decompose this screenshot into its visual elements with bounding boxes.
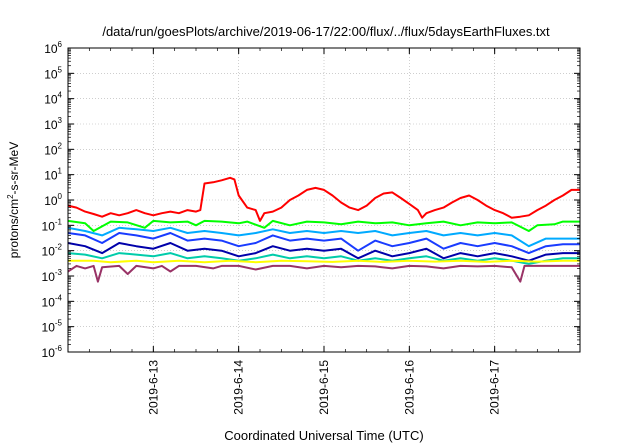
y-tick-label: 102 <box>44 141 62 157</box>
y-tick-label: 104 <box>44 91 62 107</box>
x-tick-label: 2019-6-13 <box>146 360 160 415</box>
series-line <box>67 252 580 265</box>
series-line <box>67 232 580 255</box>
y-tick-label: 103 <box>44 116 62 132</box>
y-tick-label: 100 <box>44 192 62 208</box>
series-line <box>68 259 580 264</box>
y-tick-label: 10-4 <box>42 293 63 309</box>
y-tick-label: 10-6 <box>42 344 63 360</box>
y-tick-label: 10-3 <box>42 268 63 284</box>
y-tick-label: 10-2 <box>42 243 63 259</box>
grid-lines <box>68 48 580 352</box>
y-tick-label: 101 <box>44 167 62 183</box>
y-tick-label: 105 <box>44 65 62 81</box>
y-axis-label-pre: protons/cm <box>7 199 21 258</box>
x-tick-label: 2019-6-17 <box>488 360 502 415</box>
series-line <box>67 242 580 262</box>
series-line <box>67 176 580 222</box>
series-line <box>67 264 580 283</box>
y-tick-label: 106 <box>44 40 62 56</box>
x-tick-label: 2019-6-14 <box>232 360 246 415</box>
y-axis-label: protons/cm2-s-sr-MeV <box>6 142 21 258</box>
y-tick-label: 10-1 <box>42 217 63 233</box>
series-line <box>67 219 580 232</box>
series-line <box>67 226 580 248</box>
x-tick-label: 2019-6-15 <box>317 360 331 415</box>
x-axis-ticks: 2019-6-13 2019-6-14 2019-6-15 2019-6-16 2019… <box>88 48 560 415</box>
y-tick-label: 10-5 <box>42 319 63 335</box>
y-axis-ticks: 106 105 104 103 102 101 100 10-1 10-2 10-3 10-4 10-… <box>42 40 580 360</box>
x-axis-label: Coordinated Universal Time (UTC) <box>224 428 423 443</box>
series-group <box>67 176 580 283</box>
x-tick-label: 2019-6-16 <box>402 360 416 415</box>
y-axis-label-post: -s-sr-MeV <box>7 142 21 195</box>
chart-title: /data/run/goesPlots/archive/2019-06-17/2… <box>102 24 550 39</box>
y-axis-label-sup: 2 <box>6 194 15 199</box>
